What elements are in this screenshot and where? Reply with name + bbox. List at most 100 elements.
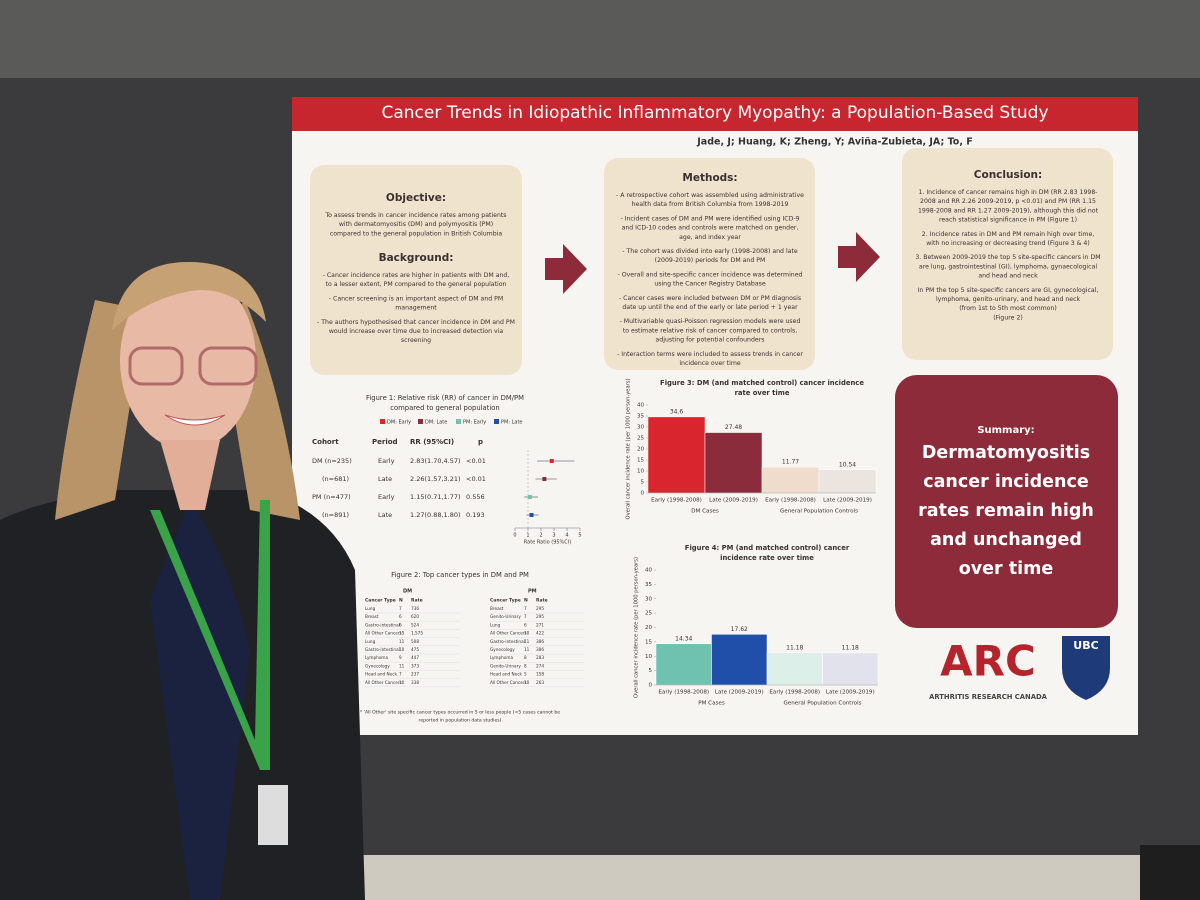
table-cell: 8 — [524, 655, 527, 660]
table-header: p — [478, 438, 483, 446]
body-line: to a lesser extent, PM compared to the g… — [326, 281, 507, 288]
period: Early — [378, 457, 395, 465]
table-cell: 295 — [536, 606, 544, 611]
table-cell: 6 — [524, 622, 527, 627]
legend-swatch — [380, 419, 385, 424]
period: Early — [378, 493, 395, 501]
table-cell: Breast — [365, 614, 379, 619]
value-label: 17.62 — [731, 626, 748, 633]
table-cell: Lymphoma — [365, 655, 388, 660]
summary-box — [895, 375, 1118, 628]
table-cell: 283 — [536, 655, 544, 660]
value-label: 11.18 — [786, 644, 803, 651]
table-cell: 263 — [536, 680, 544, 685]
x-tick-label: 5 — [578, 533, 581, 539]
table-cell: 11 — [399, 639, 405, 644]
p-value: <0.01 — [466, 475, 486, 483]
table-cell: 271 — [536, 622, 544, 627]
x-tick-label: Late (2009-2019) — [826, 690, 875, 696]
bar — [655, 643, 712, 686]
table-header: N — [524, 598, 528, 604]
lanyard — [150, 500, 270, 770]
y-tick-label: 20 — [637, 447, 644, 453]
table-cell: Breast — [490, 606, 504, 611]
table-cell: 7 — [524, 614, 527, 619]
legend-label: DM: Late — [425, 420, 447, 426]
y-axis-label: Overall cancer incidence rate (per 1000 … — [626, 378, 632, 519]
rr: 2.26(1.57,3.21) — [410, 475, 461, 483]
body-line: - Cancer incidence rates are higher in p… — [323, 272, 510, 279]
table-cell: All Other Cancers — [365, 631, 402, 636]
body-line: 1998-2008 and RR 1.27 2009-2019), althou… — [918, 207, 1099, 214]
table-cell: All Other Cancers — [490, 680, 527, 685]
table-cell: 620 — [411, 614, 419, 619]
y-tick-label: 40 — [637, 403, 644, 409]
title-bar — [292, 97, 1138, 131]
body-line: using the Cancer Registry Database — [654, 281, 766, 288]
y-tick-label: 10 — [645, 654, 652, 660]
y-tick-label: 10 — [637, 469, 644, 475]
authors: Jade, J; Huang, K; Zheng, Y; Aviña-Zubie… — [696, 137, 972, 148]
glasses-lens — [128, 346, 184, 386]
y-tick-label: 25 — [637, 436, 644, 442]
table-cell: 736 — [411, 606, 419, 611]
y-tick-label: 15 — [637, 458, 644, 464]
figure-title: rate over time — [735, 389, 790, 397]
rr-point — [527, 495, 532, 499]
value-label: 11.77 — [782, 459, 799, 466]
value-label: 34.6 — [670, 408, 684, 415]
legend-swatch — [418, 419, 423, 424]
table-cell: 7 — [399, 606, 402, 611]
table-cell: Lymphoma — [490, 655, 513, 660]
table-cell: 475 — [411, 647, 419, 652]
y-tick-label: 35 — [645, 582, 652, 588]
body-line: reach statistical significance in PM (Fi… — [939, 217, 1077, 224]
body-line: and ICD-10 codes and controls were match… — [622, 225, 799, 232]
body-line: 2. Incidence rates in DM and PM remain h… — [922, 231, 1094, 238]
y-tick-label: 5 — [649, 668, 653, 674]
table-cell: Genito-Urinary — [490, 614, 521, 619]
figure-title: incidence rate over time — [720, 554, 814, 562]
y-tick-label: 0 — [641, 491, 645, 497]
table-cell: 10 — [399, 647, 405, 652]
table-cell: 10 — [524, 680, 530, 685]
ubc-logo: UBC — [1073, 639, 1098, 652]
smile — [164, 414, 226, 426]
arrow — [545, 244, 587, 294]
x-tick-label: Early (1998-2008) — [658, 690, 709, 696]
table-header: Cancer Type — [365, 598, 396, 604]
bar — [818, 469, 877, 494]
x-tick-label: Late (2009-2019) — [715, 690, 764, 696]
x-tick-label: Early (1998-2008) — [765, 498, 816, 504]
table-cell: 386 — [536, 639, 544, 644]
rr: 1.27(0.88,1.80) — [410, 511, 461, 519]
table-cell: Head and Neck — [365, 672, 398, 677]
table-cell: 6 — [399, 622, 402, 627]
summary-line: and unchanged — [930, 530, 1082, 550]
body-line: to estimate relative risk of cancer comp… — [623, 327, 797, 334]
table-cell: Lung — [365, 639, 376, 644]
table-cell: 6 — [399, 614, 402, 619]
x-tick-label: 4 — [565, 533, 568, 539]
body-line: (2009-2019) periods for DM and PM — [655, 257, 766, 264]
x-tick-label: Late (2009-2019) — [823, 498, 872, 504]
body-line: screening — [401, 337, 431, 344]
rr-point — [542, 477, 547, 481]
table-cell: Lung — [365, 606, 376, 611]
table-cell: Gynecology — [490, 647, 515, 652]
figure-title: compared to general population — [390, 404, 499, 412]
y-tick-label: 20 — [645, 625, 652, 631]
summary-line: rates remain high — [918, 501, 1094, 521]
table-cell: 237 — [411, 672, 419, 677]
body-line: age, and index year — [679, 234, 741, 241]
value-label: 27.48 — [725, 424, 742, 431]
table-cell: Gynecology — [365, 663, 390, 668]
rr: 1.15(0.71,1.77) — [410, 493, 461, 501]
p-value: 0.193 — [466, 511, 485, 519]
x-tick-label: 2 — [539, 533, 542, 539]
y-axis-label: Overall cancer incidence rate (per 1000 … — [634, 557, 640, 698]
table-cell: Gastro-intestinal — [365, 622, 400, 627]
bar — [761, 466, 820, 494]
